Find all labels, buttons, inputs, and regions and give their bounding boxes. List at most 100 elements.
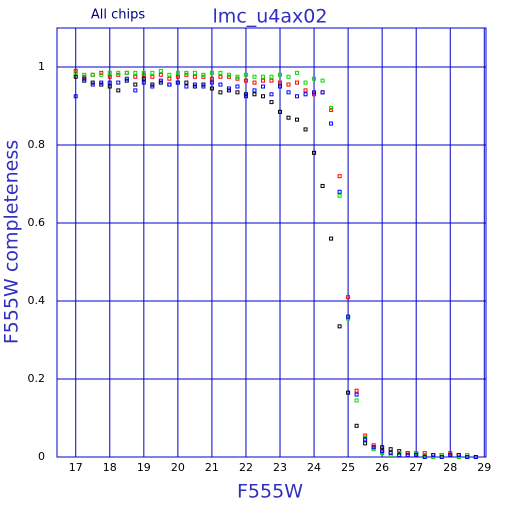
- point: [286, 82, 291, 87]
- y-tick-label: 0.6: [28, 216, 46, 229]
- point: [124, 70, 129, 75]
- point: [295, 117, 300, 122]
- point: [363, 441, 368, 446]
- point: [320, 90, 325, 95]
- x-tick-label: 19: [137, 461, 151, 474]
- point: [278, 80, 283, 85]
- point: [448, 453, 453, 458]
- point: [260, 74, 265, 79]
- chart-title: lmc_u4ax02: [213, 6, 328, 28]
- point: [371, 445, 376, 450]
- point: [107, 70, 112, 75]
- point: [303, 127, 308, 132]
- point: [209, 70, 214, 75]
- point: [260, 78, 265, 83]
- point: [226, 72, 231, 77]
- point: [422, 455, 427, 459]
- point: [252, 80, 257, 85]
- point: [116, 80, 121, 85]
- point: [73, 74, 78, 79]
- point: [363, 437, 368, 442]
- x-tick-label: 27: [409, 461, 423, 474]
- point: [141, 76, 146, 81]
- point: [295, 70, 300, 75]
- point: [167, 76, 172, 81]
- point: [107, 74, 112, 79]
- x-axis-label: F555W: [237, 481, 303, 503]
- point: [286, 90, 291, 95]
- point: [235, 84, 240, 89]
- point: [346, 295, 351, 300]
- point: [337, 174, 342, 179]
- point: [354, 392, 359, 397]
- point: [303, 80, 308, 85]
- point: [286, 115, 291, 120]
- point: [82, 76, 87, 81]
- point: [312, 76, 317, 81]
- point: [329, 105, 334, 110]
- point: [184, 70, 189, 75]
- point: [269, 78, 274, 83]
- plot-frame: [56, 27, 487, 458]
- point: [414, 453, 419, 458]
- point: [192, 70, 197, 75]
- point: [380, 449, 385, 454]
- point: [252, 88, 257, 93]
- point: [218, 90, 223, 95]
- point: [175, 70, 180, 75]
- point: [158, 68, 163, 73]
- point: [354, 398, 359, 403]
- point: [90, 82, 95, 87]
- x-tick-label: 24: [307, 461, 321, 474]
- x-tick-label: 18: [103, 461, 117, 474]
- point: [175, 74, 180, 79]
- point: [235, 74, 240, 79]
- point: [150, 74, 155, 79]
- x-tick-label: 28: [443, 461, 457, 474]
- point: [209, 76, 214, 81]
- point: [320, 183, 325, 188]
- point: [431, 453, 436, 458]
- point: [124, 76, 129, 81]
- point: [397, 453, 402, 458]
- point: [141, 70, 146, 75]
- x-tick-label: 23: [273, 461, 287, 474]
- point: [405, 453, 410, 458]
- point: [90, 72, 95, 77]
- point: [269, 92, 274, 97]
- point: [175, 80, 180, 85]
- point: [278, 84, 283, 89]
- point: [388, 451, 393, 456]
- point: [337, 324, 342, 329]
- point: [192, 74, 197, 79]
- x-tick-label: 17: [69, 461, 83, 474]
- point: [133, 88, 138, 93]
- point: [286, 74, 291, 79]
- point: [252, 92, 257, 97]
- point: [107, 80, 112, 85]
- point: [116, 70, 121, 75]
- x-tick-label: 25: [341, 461, 355, 474]
- point: [260, 94, 265, 99]
- point: [150, 84, 155, 89]
- point: [346, 314, 351, 319]
- x-tick-label: 21: [205, 461, 219, 474]
- point: [380, 445, 385, 450]
- point: [252, 74, 257, 79]
- point: [465, 455, 470, 459]
- point: [218, 74, 223, 79]
- x-tick-label: 20: [171, 461, 185, 474]
- point: [303, 92, 308, 97]
- point: [184, 80, 189, 85]
- point: [346, 390, 351, 395]
- point: [269, 74, 274, 79]
- x-tick-label: 29: [477, 461, 491, 474]
- point: [337, 189, 342, 194]
- point: [337, 193, 342, 198]
- point: [201, 84, 206, 89]
- point: [192, 82, 197, 87]
- point: [107, 84, 112, 89]
- y-tick-label: 1: [38, 60, 45, 73]
- point: [439, 455, 444, 459]
